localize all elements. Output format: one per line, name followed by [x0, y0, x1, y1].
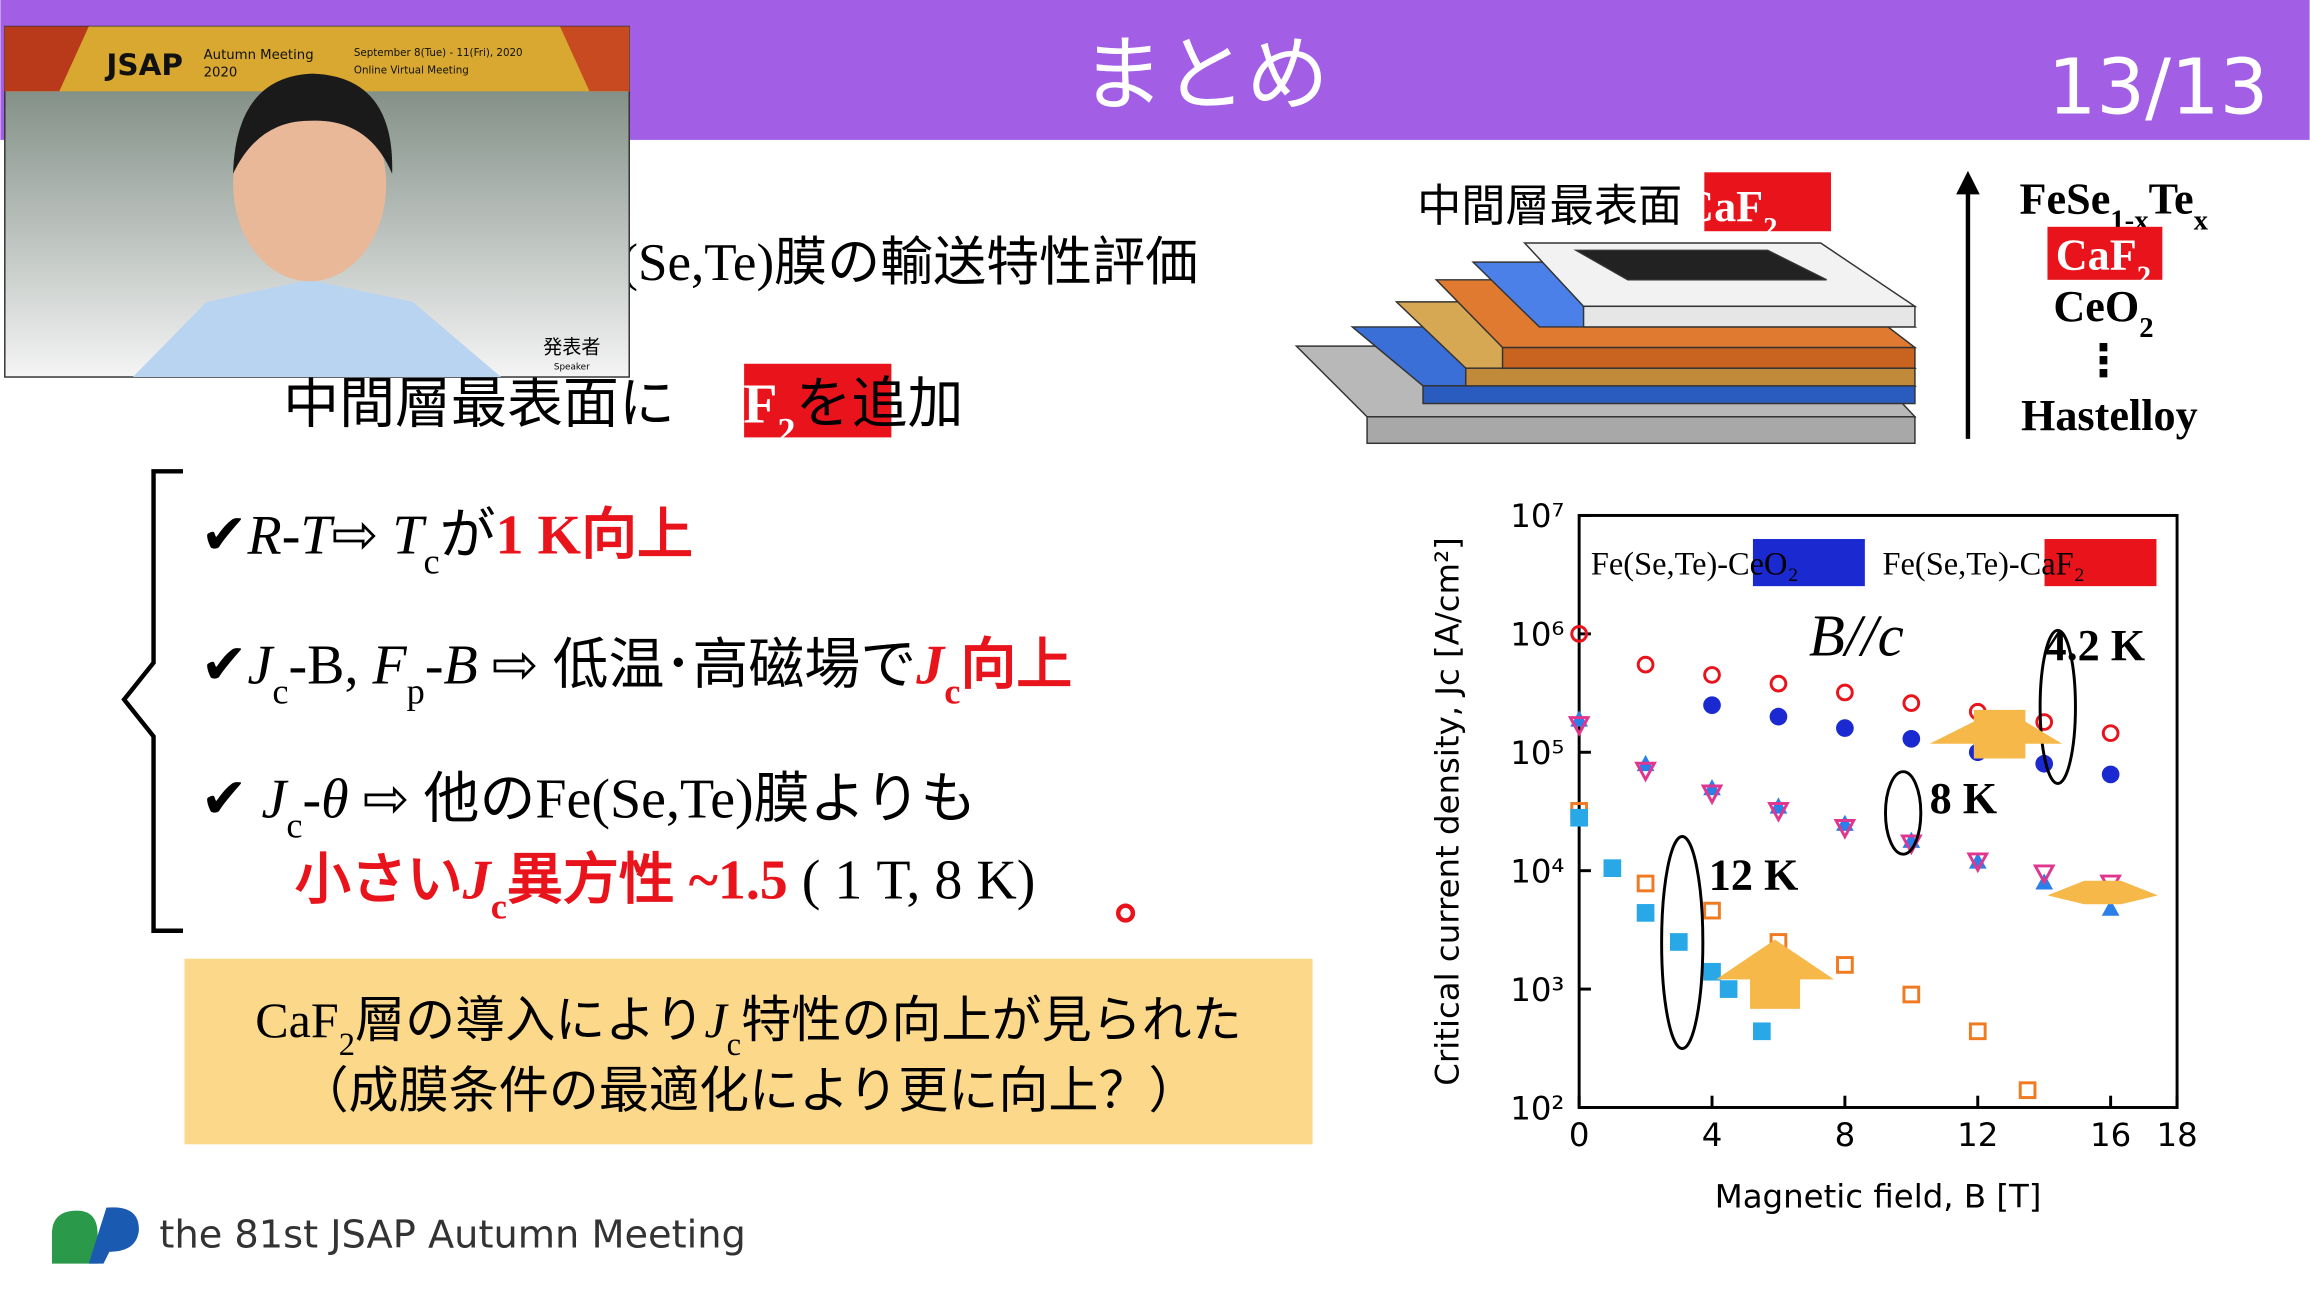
legend-label: Fe(Se,Te)-CeO₂ [1591, 546, 1799, 582]
page-number: 13/13 [2048, 43, 2269, 132]
data-point [1719, 980, 1738, 998]
diagram-title: 中間層最表面CaF2 [1417, 181, 1777, 244]
data-point [2101, 899, 2120, 916]
data-point [1836, 683, 1854, 702]
stack-label: ⋮ [2081, 336, 2125, 387]
y-tick-label: 10³ [1510, 971, 1564, 1009]
data-point [1570, 625, 1588, 643]
x-tick-label: 18 [2156, 1116, 2197, 1154]
x-tick-label: 12 [1957, 1116, 1998, 1154]
annotation: 4.2 K [2045, 621, 2146, 670]
conclusion-box [184, 958, 1313, 1145]
data-point [1767, 802, 1790, 823]
y-axis-label: Critical current density, Jc [A/cm²] [1428, 537, 1466, 1085]
data-point [2101, 724, 2120, 742]
data-point [2101, 765, 2120, 784]
y-tick-label: 10² [1510, 1089, 1564, 1127]
data-point [1703, 901, 1721, 920]
data-point [1753, 1022, 1771, 1041]
banner-year: 2020 [204, 66, 238, 81]
annotation: 8 K [1930, 774, 1998, 823]
conclusion: CaF2層の導入によりJc特性の向上が見られた [255, 992, 1241, 1063]
data-point [1902, 985, 1921, 1004]
y-tick-label: 10⁴ [1510, 852, 1564, 890]
banner-subtitle: Autumn Meeting [204, 48, 314, 63]
line1: e(Se,Te)膜の輸送特性評価 [597, 234, 1198, 292]
data-point [1836, 719, 1854, 737]
legend-label: Fe(Se,Te)-CaF₂ [1883, 546, 2085, 582]
stack-label: FeSe1-xTex [2020, 175, 2209, 237]
data-point [1570, 808, 1588, 827]
x-tick-label: 0 [1569, 1116, 1590, 1154]
data-point [2018, 1081, 2037, 1100]
data-point [1669, 933, 1688, 951]
data-point [1769, 707, 1788, 726]
banner-title: JSAP [104, 48, 183, 82]
speaker-role-en: Speaker [554, 363, 590, 373]
bullet: 小さいJc異方性 ~1.5 ( 1 T, 8 K) [295, 849, 1035, 926]
bullet: ✔Jc-B, Fp-B ⇨ 低温･高磁場でJc向上 [201, 634, 1073, 711]
banner-venue: Online Virtual Meeting [354, 65, 469, 77]
line2: 中間層最表面にCaF2を追加 [283, 372, 963, 451]
data-point [2032, 864, 2056, 886]
banner-dates: September 8(Tue) - 11(Fri), 2020 [354, 47, 523, 59]
bullet: ✔R-T⇨ Tcが1 K向上 [201, 505, 693, 582]
bullet: ✔ Jc-θ ⇨ 他のFe(Se,Te)膜よりも [201, 768, 977, 845]
data-point [1700, 784, 1724, 806]
data-point [1703, 962, 1721, 981]
data-point [1833, 819, 1857, 840]
data-point [1966, 852, 1990, 874]
y-tick-label: 10⁵ [1510, 734, 1564, 772]
y-tick-label: 10⁶ [1510, 616, 1564, 654]
data-point [1703, 666, 1721, 684]
stack-label: CeO2 [2053, 282, 2153, 344]
video-panel [4, 25, 630, 378]
data-point [1636, 904, 1655, 922]
layer-stack [1294, 242, 1918, 445]
data-point [1836, 956, 1854, 974]
data-point [1636, 655, 1655, 674]
data-point [1968, 1022, 1987, 1041]
slide-title: まとめ [1081, 27, 1328, 123]
arrow-head [1956, 170, 1980, 195]
data-point [1902, 729, 1921, 748]
highlight [1704, 172, 1831, 232]
conclusion: （成膜条件の最適化により更に向上？） [298, 1061, 1198, 1119]
x-tick-label: 8 [1835, 1116, 1856, 1154]
legend-swatch [2044, 539, 2157, 587]
x-tick-label: 4 [1702, 1116, 1723, 1154]
data-point [1603, 859, 1622, 878]
speaker-role: 発表者 [543, 335, 600, 358]
highlight [2047, 226, 2163, 280]
data-point [2035, 713, 2054, 731]
brace [121, 469, 183, 933]
annotation: B//c [1809, 603, 1904, 668]
annotation: 12 K [1709, 851, 1799, 900]
data-point [1769, 674, 1788, 693]
chart-overlays [1660, 628, 2158, 1051]
stack-label: Hastelloy [2021, 391, 2198, 440]
data-point [1567, 716, 1591, 737]
data-point [1703, 696, 1721, 714]
chart: 0 4 8 12 16 18 10² 10³ 10⁴ 10⁵ 10⁶ 10⁷ Magnetic fiel… [1428, 497, 2197, 1215]
footer-logo [51, 1207, 139, 1264]
data-point [1634, 761, 1657, 783]
legend-swatch [1752, 539, 1865, 587]
data-point [1636, 874, 1655, 893]
stack-label: CaF2 [2056, 231, 2151, 293]
footer-text: the 81st JSAP Autumn Meeting [159, 1212, 745, 1257]
pointer [1115, 903, 1136, 923]
x-tick-label: 16 [2090, 1116, 2131, 1154]
data-point [1902, 694, 1921, 712]
y-tick-label: 10⁷ [1510, 497, 1564, 535]
x-axis-label: Magnetic field, B [T] [1715, 1178, 2042, 1216]
highlight [744, 363, 892, 438]
